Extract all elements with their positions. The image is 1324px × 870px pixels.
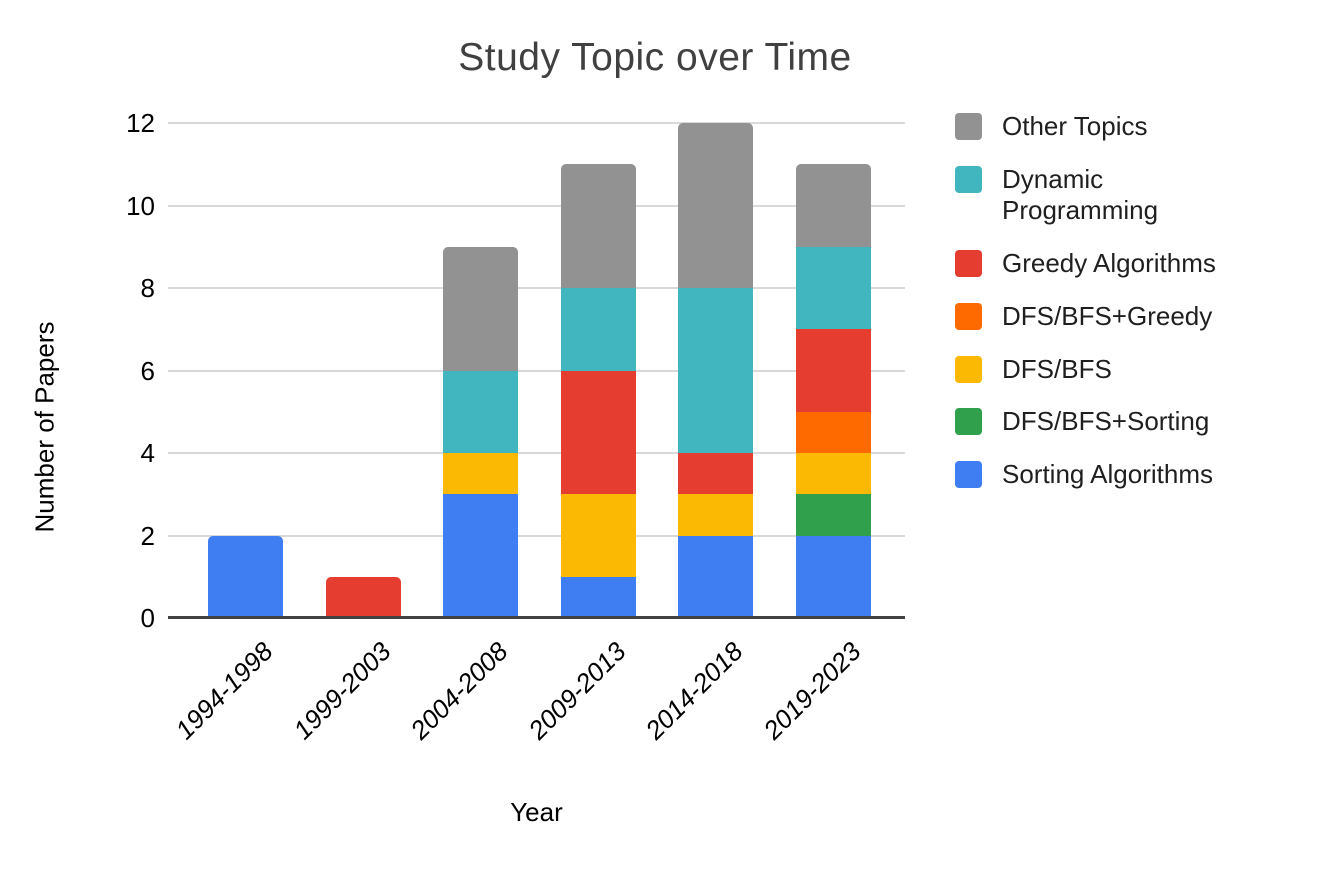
gridline <box>168 287 905 289</box>
legend-label: DFS/BFS+Sorting <box>1002 406 1210 437</box>
legend-item: DFS/BFS+Greedy <box>955 301 1227 333</box>
legend-swatch <box>955 113 982 140</box>
y-tick-label: 8 <box>140 273 155 303</box>
gridline <box>168 204 905 207</box>
bar-segment <box>795 494 871 536</box>
y-axis-title: Number of Papers <box>29 321 60 533</box>
legend-label: DFS/BFS+Greedy <box>1002 300 1213 331</box>
bar-segment <box>795 411 871 453</box>
x-tick-label: 2014-2018 <box>639 636 749 746</box>
legend-item: DFS/BFS <box>955 354 1227 386</box>
x-axis-title: Year <box>510 797 563 827</box>
x-axis-baseline <box>168 616 905 619</box>
x-tick-label: 2019-2023 <box>757 636 867 746</box>
bar-segment <box>795 453 871 495</box>
bar-segment <box>678 535 753 618</box>
bar-segment <box>560 494 636 577</box>
legend-swatch <box>955 302 982 330</box>
legend: Other Topics Dynamic Programming Greedy Al… <box>955 111 1227 491</box>
legend-swatch <box>955 355 982 383</box>
bar-segment <box>560 164 636 288</box>
y-tick-label: 0 <box>140 603 155 633</box>
bar-segment <box>560 288 636 371</box>
bar-segment <box>560 576 636 618</box>
legend-swatch <box>955 250 982 278</box>
bar-segment <box>795 535 871 618</box>
bar-segment <box>795 246 871 330</box>
gridline <box>168 122 905 124</box>
legend-label: Greedy Algorithms <box>1002 248 1216 279</box>
y-tick-label: 10 <box>126 190 155 221</box>
y-tick-label: 6 <box>140 355 155 386</box>
gridline <box>168 369 905 372</box>
gridline <box>168 452 905 454</box>
bar-segment <box>443 246 518 371</box>
bar-segment <box>678 123 753 288</box>
legend-label: Sorting Algorithms <box>1002 459 1213 490</box>
y-tick-label: 2 <box>140 520 155 551</box>
x-tick-label: 1999-2003 <box>287 636 397 746</box>
bar-segment <box>795 164 871 247</box>
x-tick-label: 2004-2008 <box>404 636 514 746</box>
y-tick-label: 12 <box>126 108 155 138</box>
x-tick-label: 1994-1998 <box>169 636 279 746</box>
legend-label: Dynamic Programming <box>1002 163 1159 226</box>
chart-title: Study Topic over Time <box>458 36 852 79</box>
legend-swatch <box>955 408 982 436</box>
legend-swatch <box>955 461 982 489</box>
legend-item: DFS/BFS+Sorting <box>955 406 1227 438</box>
bar-segment <box>560 370 636 495</box>
x-tick-label: 2009-2013 <box>522 636 632 746</box>
gridline <box>168 534 905 537</box>
plot-area <box>168 122 905 619</box>
bar-segment <box>678 494 753 536</box>
bar-segment <box>208 535 283 618</box>
y-tick-label: 4 <box>140 438 155 468</box>
bar-segment <box>325 576 401 618</box>
legend-item: Greedy Algorithms <box>955 248 1227 280</box>
bar-segment <box>795 329 871 412</box>
bar-segment <box>443 370 518 453</box>
legend-item: Other Topics <box>955 111 1227 143</box>
legend-swatch <box>955 165 982 193</box>
bar-segment <box>678 453 753 495</box>
bar-segment <box>443 453 518 495</box>
legend-item: Sorting Algorithms <box>955 459 1227 491</box>
legend-item: Dynamic Programming <box>955 164 1227 227</box>
legend-label: Other Topics <box>1002 111 1148 141</box>
bar-segment <box>678 288 753 453</box>
bar-segment <box>443 494 518 618</box>
legend-label: DFS/BFS <box>1002 353 1112 384</box>
